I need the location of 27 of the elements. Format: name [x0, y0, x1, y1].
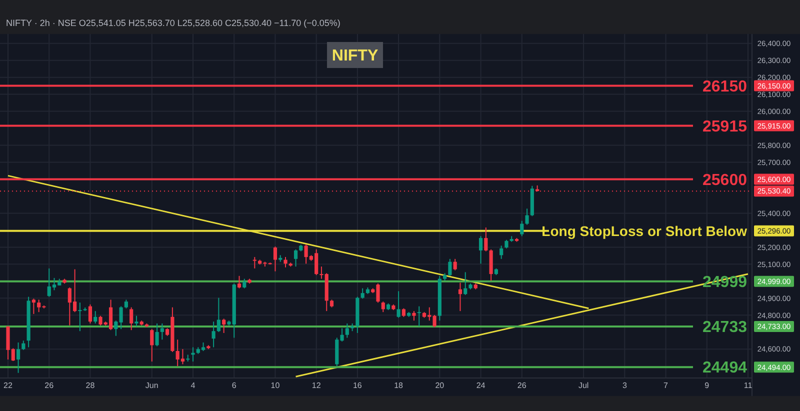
- text: NIFTY: [332, 48, 378, 65]
- x-tick-label: 7: [664, 381, 669, 390]
- x-tick-label: Jul: [578, 381, 589, 390]
- x-tick-label: 11: [744, 381, 753, 390]
- x-tick-label: 12: [312, 381, 322, 390]
- x-tick-label: Jun: [145, 381, 158, 390]
- ref-line-label: 24999: [702, 274, 748, 291]
- ref-line-label: Long StopLoss or Short Below: [542, 222, 748, 239]
- x-tick-label: 18: [394, 381, 404, 390]
- ref-line-label: 24733: [702, 319, 748, 336]
- x-tick-label: 20: [435, 381, 445, 390]
- ref-line-label: 25915: [702, 118, 748, 136]
- ref-line-label: 25600: [702, 172, 748, 189]
- x-tick-label: 4: [190, 381, 196, 390]
- x-tick-label: 28: [86, 381, 96, 390]
- x-tick-label: 24: [476, 381, 486, 390]
- x-tick-label: 6: [232, 381, 237, 390]
- chart-subtitle: NIFTY · 2h · NSE O25,541.05 H25,563.70 L25,528.60 C25,530.40 −11.70 (−0.05%): [6, 18, 340, 28]
- x-tick-label: 22: [4, 381, 13, 390]
- ref-line-label: 26150: [702, 78, 748, 96]
- ref-line-label: 24494: [702, 360, 748, 377]
- x-tick-label: 16: [352, 381, 362, 390]
- x-tick-label: 9: [704, 381, 710, 390]
- x-tick-label: 26: [517, 381, 527, 390]
- x-tick-label: 10: [270, 381, 280, 390]
- x-tick-label: 3: [622, 381, 628, 390]
- x-tick-label: 26: [44, 381, 54, 390]
